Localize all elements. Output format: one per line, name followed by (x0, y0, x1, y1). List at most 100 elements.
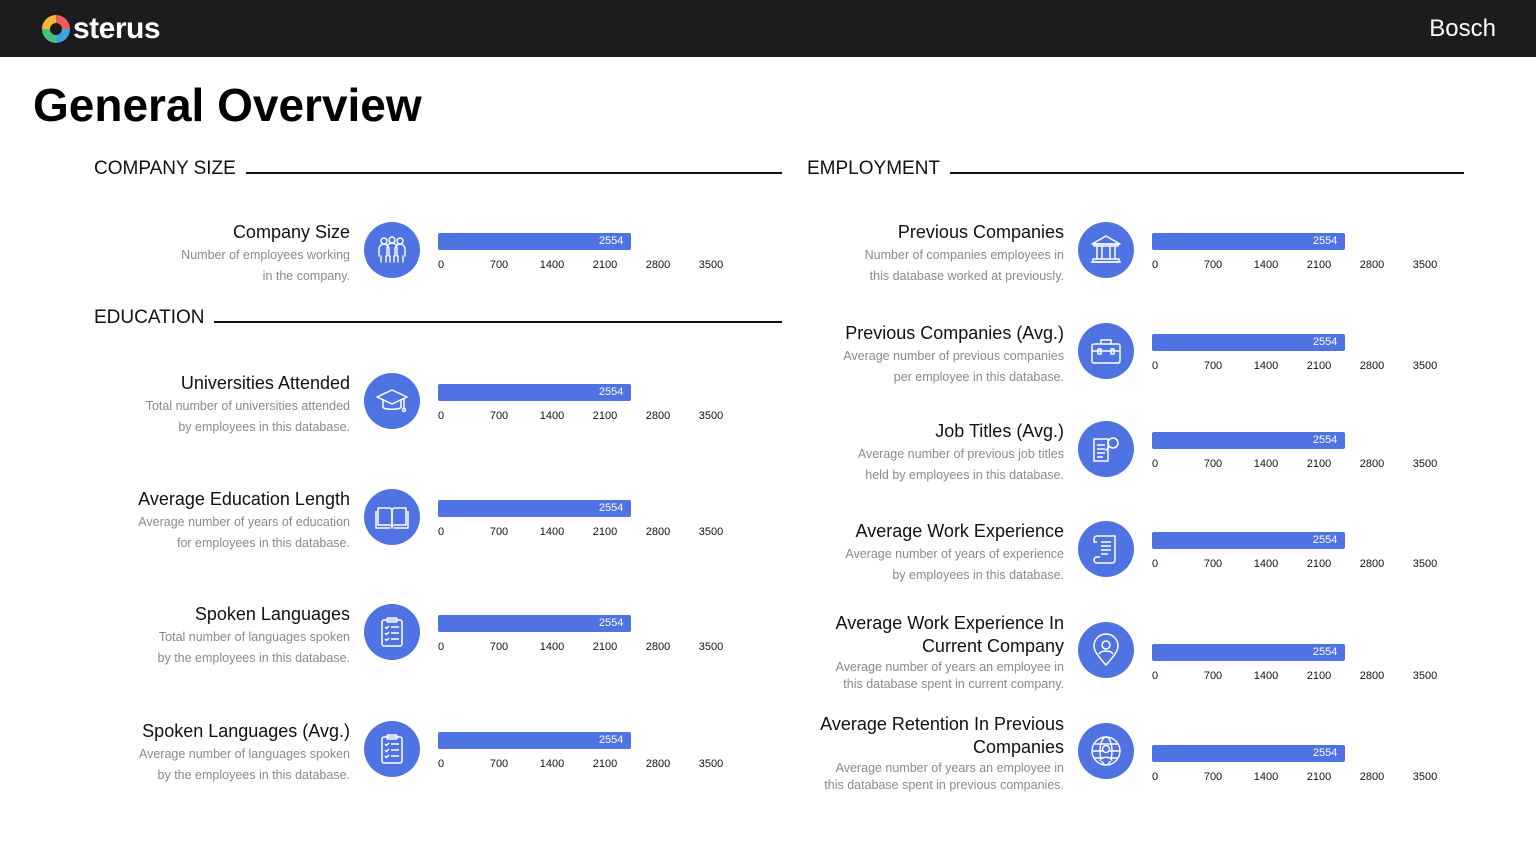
bar-value-label: 2554 (1312, 646, 1338, 658)
metric-title: Company Size (232, 222, 350, 242)
metric-title: Universities Attended (180, 373, 350, 393)
bar-chart: 2554 0 700 1400 2100 2800 3500 (1152, 644, 1442, 686)
metric-company-size: Company Size Number of employees working… (94, 221, 734, 283)
axis-tick-label: 2800 (1359, 360, 1385, 372)
bar-value-label: 2554 (598, 386, 624, 398)
axis-tick-label: 700 (1203, 558, 1223, 570)
axis-tick-label: 1400 (539, 758, 565, 770)
axis-tick-label: 3500 (698, 526, 724, 538)
metric-description: Average number of previous companies per… (843, 349, 1064, 384)
document-search-icon (1078, 421, 1134, 477)
axis-tick-label: 3500 (1412, 558, 1438, 570)
metric-average-education-length: Average Education Length Average number … (94, 488, 734, 550)
axis-tick-label: 2100 (1306, 771, 1332, 783)
metric-previous-companies: Previous Companies Number of companies e… (808, 221, 1448, 283)
axis-tick-label: 0 (438, 758, 445, 770)
axis-tick-label: 1400 (539, 641, 565, 653)
bar-chart: 2554 0 700 1400 2100 2800 3500 (1152, 745, 1442, 787)
section-label: EMPLOYMENT (807, 158, 941, 179)
axis-tick-label: 2100 (1306, 558, 1332, 570)
graduation-cap-icon (364, 373, 420, 429)
axis-tick-label: 2800 (1359, 670, 1385, 682)
metric-universities-attended: Universities Attended Total number of un… (94, 372, 734, 434)
bar-value-label: 2554 (1312, 534, 1338, 546)
bar: 2554 (438, 615, 632, 632)
metric-title: Spoken Languages (194, 604, 350, 624)
axis-tick-label: 700 (489, 641, 509, 653)
axis-tick-label: 2800 (645, 641, 671, 653)
bar: 2554 (438, 500, 632, 517)
bar: 2554 (438, 732, 632, 749)
axis-tick-label: 1400 (1253, 558, 1279, 570)
axis-tick-label: 0 (1152, 670, 1159, 682)
metric-retention-previous-companies: Average Retention In Previous Companies … (808, 713, 1448, 792)
axis-tick-label: 700 (489, 758, 509, 770)
bar-chart: 2554 0 700 1400 2100 2800 3500 (1152, 532, 1442, 574)
brand-logo[interactable]: sterus (40, 12, 161, 46)
axis-tick-label: 3500 (1412, 259, 1438, 271)
metric-description: Average number of previous job titles he… (857, 447, 1064, 482)
bar: 2554 (1152, 432, 1346, 449)
axis-tick-label: 3500 (698, 410, 724, 422)
axis-tick-label: 2100 (592, 526, 618, 538)
metric-description: Average number of years of education for… (138, 515, 350, 550)
axis-tick-label: 3500 (1412, 458, 1438, 470)
metric-description: Number of companies employees in this da… (864, 248, 1064, 283)
axis-tick-label: 1400 (1253, 670, 1279, 682)
axis-tick-label: 700 (489, 410, 509, 422)
bar-chart: 2554 0 700 1400 2100 2800 3500 (438, 732, 728, 774)
axis-tick-label: 1400 (1253, 771, 1279, 783)
axis-tick-label: 2800 (645, 259, 671, 271)
axis-tick-label: 2800 (645, 410, 671, 422)
briefcase-icon (1078, 323, 1134, 379)
axis-tick-label: 3500 (698, 641, 724, 653)
axis-tick-label: 0 (438, 641, 445, 653)
metric-title: Average Education Length (138, 489, 350, 509)
bar-chart: 2554 0 700 1400 2100 2800 3500 (1152, 432, 1442, 474)
axis-tick-label: 2800 (1359, 458, 1385, 470)
section-divider (214, 321, 782, 323)
metric-description: Number of employees working in the compa… (181, 248, 350, 283)
section-divider (245, 172, 782, 174)
section-label: COMPANY SIZE (94, 158, 236, 179)
top-bar: sterus Bosch (0, 0, 1536, 57)
metric-description: Total number of universities attended by… (145, 399, 350, 434)
axis-tick-label: 2100 (1306, 259, 1332, 271)
axis-tick-label: 0 (438, 259, 445, 271)
metric-title: Previous Companies (Avg.) (845, 323, 1064, 343)
axis-tick-label: 700 (489, 259, 509, 271)
metric-average-work-experience: Average Work Experience Average number o… (808, 520, 1448, 582)
axis-tick-label: 1400 (539, 526, 565, 538)
axis-tick-label: 1400 (1253, 360, 1279, 372)
bar-chart: 2554 0 700 1400 2100 2800 3500 (438, 233, 728, 275)
axis-tick-label: 2800 (645, 758, 671, 770)
metric-description: Total number of languages spoken by the … (157, 630, 350, 665)
bar-chart: 2554 0 700 1400 2100 2800 3500 (438, 615, 728, 657)
open-book-icon (364, 489, 420, 545)
axis-tick-label: 2100 (592, 758, 618, 770)
global-user-icon (1078, 723, 1134, 779)
axis-tick-label: 3500 (1412, 771, 1438, 783)
metric-title: Average Work Experience In Current Compa… (835, 613, 1064, 656)
bar: 2554 (1152, 644, 1346, 661)
axis-tick-label: 2800 (645, 526, 671, 538)
bar: 2554 (1152, 233, 1346, 250)
bar-value-label: 2554 (1312, 747, 1338, 759)
axis-tick-label: 0 (1152, 558, 1159, 570)
axis-tick-label: 2100 (592, 410, 618, 422)
bar-chart: 2554 0 700 1400 2100 2800 3500 (1152, 233, 1442, 275)
bar-chart: 2554 0 700 1400 2100 2800 3500 (438, 384, 728, 426)
axis-tick-label: 0 (1152, 458, 1159, 470)
scroll-document-icon (1078, 521, 1134, 577)
metric-previous-companies-avg: Previous Companies (Avg.) Average number… (808, 322, 1448, 384)
clipboard-checklist-icon (364, 721, 420, 777)
section-education: EDUCATION (94, 307, 782, 329)
metric-description: Average number of years an employee in t… (824, 761, 1064, 792)
company-name: Bosch (1429, 15, 1496, 42)
axis-tick-label: 700 (1203, 259, 1223, 271)
axis-tick-label: 2100 (592, 259, 618, 271)
bar-value-label: 2554 (1312, 434, 1338, 446)
axis-tick-label: 0 (1152, 259, 1159, 271)
axis-tick-label: 2800 (1359, 558, 1385, 570)
bar: 2554 (1152, 745, 1346, 762)
